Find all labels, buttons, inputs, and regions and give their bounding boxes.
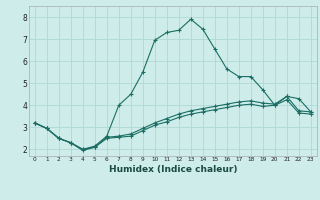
X-axis label: Humidex (Indice chaleur): Humidex (Indice chaleur) (108, 165, 237, 174)
